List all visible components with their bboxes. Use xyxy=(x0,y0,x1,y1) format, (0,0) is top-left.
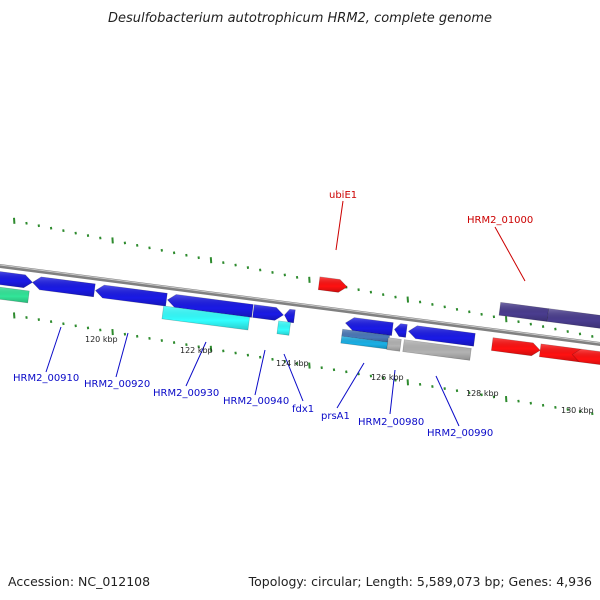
feature-teal-shade xyxy=(0,287,30,303)
feature-HRM2_00920-shade xyxy=(95,285,168,307)
leader-line xyxy=(435,375,460,427)
scale-label: 120 kbp xyxy=(85,335,118,344)
backbone-highlight xyxy=(0,264,600,344)
gene-label: HRM2_00940 xyxy=(223,396,289,407)
gene-label: HRM2_00910 xyxy=(13,373,79,384)
scale-label: 124 kbp xyxy=(276,359,309,368)
feature-fdx1-shade xyxy=(284,309,296,323)
leader-line xyxy=(389,369,396,415)
map-title: Desulfobacterium autotrophicum HRM2, com… xyxy=(108,11,492,26)
feature-cyan-2-shade xyxy=(276,320,291,336)
feature-red-3-shade xyxy=(572,349,600,365)
gene-label: HRM2_01000 xyxy=(467,215,533,226)
gene-label: prsA1 xyxy=(321,411,350,422)
feature-steel-shade xyxy=(341,329,390,343)
outer-tick-marks xyxy=(13,217,594,338)
scale-label: 128 kbp xyxy=(466,389,499,398)
genome-backbone xyxy=(0,263,600,347)
gene-label: HRM2_00980 xyxy=(358,417,424,428)
leader-line xyxy=(494,226,526,282)
feature-red-1-shade xyxy=(491,337,541,356)
feature-prsA1-shade xyxy=(345,317,394,336)
leader-line xyxy=(254,349,266,396)
gene-label: fdx1 xyxy=(292,404,314,415)
topology-summary: Topology: circular; Length: 5,589,073 bp… xyxy=(248,574,592,589)
feature-blue-0-shade xyxy=(0,271,33,288)
scale-label: 130 kbp xyxy=(561,406,594,415)
feature-gray-2-shade xyxy=(402,339,472,361)
scale-label: 126 kbp xyxy=(371,373,404,382)
leader-line xyxy=(185,341,207,387)
feature-HRM2_00930-shade xyxy=(167,294,254,318)
leader-line xyxy=(335,200,344,251)
inner-tick-marks xyxy=(13,312,594,416)
leader-line xyxy=(115,332,129,378)
feature-gray-1-shade xyxy=(386,337,402,352)
leader-line xyxy=(336,362,365,409)
feature-HRM2_00910-shade xyxy=(32,276,96,297)
backbone-line xyxy=(0,263,600,347)
feature-purple-2-shade xyxy=(546,308,600,329)
label-leader-lines xyxy=(45,200,526,427)
gene-label: ubiE1 xyxy=(329,190,357,201)
scale-labels: 120 kbp 122 kbp 124 kbp 126 kbp 128 kbp 130 k… xyxy=(85,335,594,415)
gene-features xyxy=(0,271,600,365)
feature-sky-shade xyxy=(340,336,388,350)
scale-label: 122 kbp xyxy=(180,346,213,355)
feature-ubiE1-shade xyxy=(318,276,348,293)
leader-line xyxy=(283,353,304,402)
feature-cyan-1-shade xyxy=(161,305,250,330)
feature-purple-1-shade xyxy=(498,302,549,322)
gene-label: HRM2_00930 xyxy=(153,388,219,399)
feature-HRM2_00980-shade xyxy=(394,323,408,338)
leader-line xyxy=(45,326,62,373)
feature-HRM2_00940-shade xyxy=(252,304,284,321)
accession-text: Accession: NC_012108 xyxy=(8,574,150,589)
gene-label: HRM2_00920 xyxy=(84,379,150,390)
feature-HRM2_00990-shade xyxy=(408,325,476,347)
gene-label: HRM2_00990 xyxy=(427,428,493,439)
